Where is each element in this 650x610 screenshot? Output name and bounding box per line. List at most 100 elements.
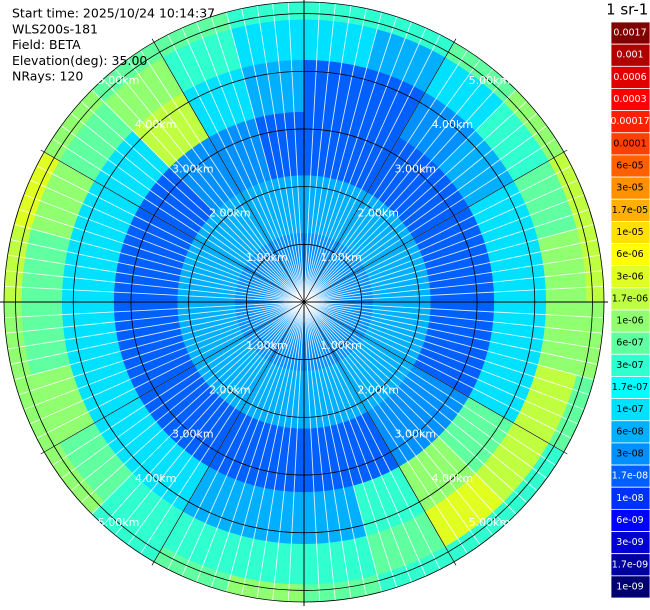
range-label: 4.00km [135,118,177,131]
ray-gap [167,34,305,303]
colorbar-label: 0.0006 [613,72,646,83]
ray-gap [127,301,305,545]
ray-gap [303,301,352,599]
colorbar-label: 6e-07 [616,338,643,349]
ray-gap [303,301,579,425]
range-label: 3.00km [172,162,214,175]
info-line: Start time: 2025/10/24 10:14:37 [12,6,215,21]
colorbar-label: 1e-06 [616,316,643,327]
ray-gap [52,301,305,466]
ray-gap [225,301,305,592]
range-label: 4.00km [432,118,474,131]
ray-gap [14,301,305,381]
ray-gap [256,301,305,599]
range-label: 1.00km [246,339,288,352]
colorbar-label: 1e-07 [616,404,643,415]
ray-gap [61,301,305,479]
spoke [303,301,457,566]
spoke [40,301,305,455]
ray-gap [210,16,305,303]
colorbar: 0.0017 0.001 0.0006 0.0003 0.00017 0.0001 6e-0… [610,21,650,599]
ray-gap [5,270,305,303]
ray-gap [241,301,305,596]
ray-gap [303,50,468,303]
colorbar-label: 0.0017 [613,28,646,39]
spoke [151,301,305,566]
spoke [303,301,568,455]
ray-gap [91,301,305,515]
ray-gap [287,301,305,602]
ray-gap [303,112,538,303]
ray-gap [256,5,305,303]
ray-gap [303,301,336,601]
colorbar-label: 6e-05 [616,161,643,172]
ray-gap [114,68,305,303]
range-label: 5.00km [98,74,140,87]
colorbar-label: 1e-08 [616,493,643,504]
ray-gap [196,301,305,583]
ray-gap [303,301,590,396]
ray-gap [303,68,494,303]
ray-gap [303,301,547,479]
colorbar-box [610,575,650,599]
info-line: NRays: 120 [12,69,83,84]
colorbar-label: 6e-06 [616,249,643,260]
ray-gap [303,301,603,334]
ray-gap [36,301,305,439]
range-label: 1.00km [246,251,288,264]
range-label: 4.00km [432,472,474,485]
ray-gap [80,100,305,303]
spoke [151,38,305,303]
ray-gap [7,301,305,350]
ray-gap [102,301,305,526]
ray-gap [303,59,481,303]
range-label: 2.00km [357,383,399,396]
ray-gap [303,301,412,583]
ray-gap [303,301,367,596]
ray-gap [80,301,305,504]
ray-gap [29,179,305,303]
ray-gap [303,301,572,439]
ray-gap [303,301,441,570]
range-label: 4.00km [135,472,177,485]
info: Start time: 2025/10/24 10:14:37WLS200s-1… [12,6,215,84]
ray-gap [18,208,305,303]
ray-gap [272,301,305,601]
ray-gap [70,112,305,303]
ray-gap [303,301,528,504]
ray-gap [303,301,468,554]
ray-gap [127,59,305,303]
ray-gap [18,301,305,396]
ray-gap [303,301,585,410]
ray-gap [303,12,383,303]
ray-gap [303,100,528,303]
ray-gap [10,301,305,365]
ray-gap [91,89,305,303]
ray-gap [303,89,517,303]
colorbar-label: 3e-06 [616,271,643,282]
colorbar-label: 6e-09 [616,515,643,526]
ray-gap [36,165,305,303]
range-label: 3.00km [394,428,436,441]
grid [0,0,608,606]
range-label: 5.00km [469,74,511,87]
range-label: 2.00km [209,383,251,396]
ray-gap [303,3,336,303]
range-label: 1.00km [320,339,362,352]
ray-gap [4,285,305,303]
ray-gap [181,27,305,303]
ray-gap [303,301,601,350]
ray-gap [303,301,506,526]
ray-gap [303,301,604,319]
ray-gap [303,301,398,588]
colorbar-label: 3e-05 [616,183,643,194]
range-label: 2.00km [357,207,399,220]
ray-gap [196,21,305,303]
ray-gap [23,194,305,303]
ray-gap [181,301,305,577]
ray-gap [4,301,305,319]
colorbar-label: 1.7e-06 [612,293,648,304]
colorbar-label: 1e-09 [616,581,643,592]
info-line: Field: BETA [12,37,81,52]
